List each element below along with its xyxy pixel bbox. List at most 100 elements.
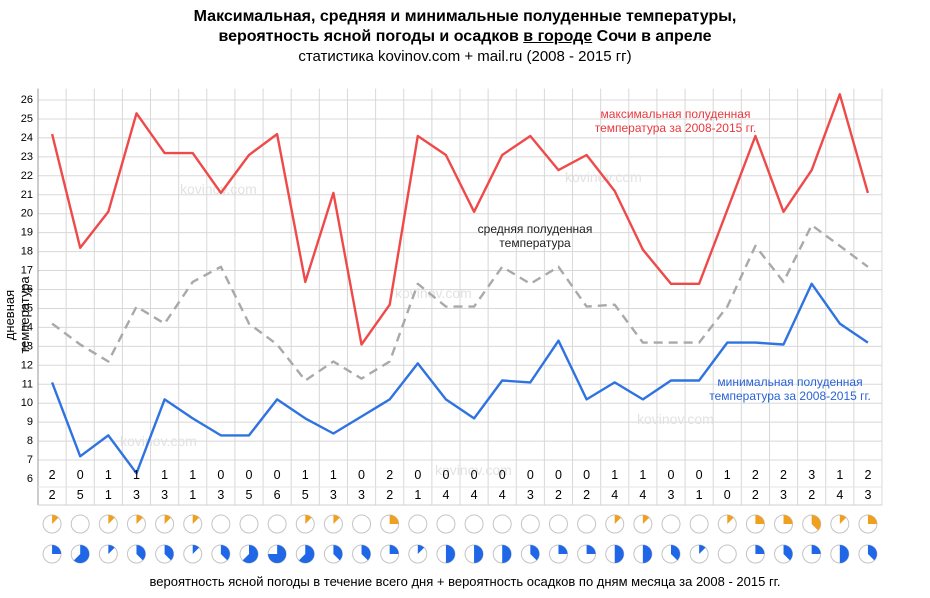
pie-slice [298, 545, 315, 564]
rain-probability-pie [774, 544, 794, 564]
pie-slice [73, 545, 90, 563]
row-top-value: 0 [358, 468, 365, 482]
avg-series-annotation: средняя полуденная температура [477, 222, 593, 250]
row-top-value: 0 [499, 468, 506, 482]
sun-probability-pie [830, 514, 850, 534]
pie-slice [727, 515, 734, 524]
pie-background [520, 514, 540, 534]
row-bottom-value: 4 [836, 488, 843, 502]
pie-slice [642, 545, 652, 563]
row-top-value: 0 [77, 468, 84, 482]
y-tick-label: 10 [21, 397, 33, 409]
pie-background [548, 514, 568, 534]
row-top-value: 1 [639, 468, 646, 482]
title-line2-prefix: вероятность ясной погоды и осадков [218, 28, 524, 45]
pie-slice [811, 545, 821, 554]
pie-slice [220, 545, 230, 561]
row-bottom-value: 3 [330, 488, 337, 502]
pie-background [70, 514, 90, 534]
row-top-value: 1 [105, 468, 112, 482]
row-bottom-value: 4 [442, 488, 449, 502]
row-top-value: 1 [161, 468, 168, 482]
footer-caption: вероятность ясной погоды в течение всего… [149, 574, 781, 589]
row-top-value: 0 [274, 468, 281, 482]
row-top-value: 1 [302, 468, 309, 482]
pie-slice [164, 515, 171, 524]
row-bottom-value: 4 [611, 488, 618, 502]
row-top-value: 0 [471, 468, 478, 482]
pie-slice [699, 545, 706, 554]
watermark-text: kovinov.com [435, 462, 512, 478]
y-tick-label: 11 [22, 378, 33, 390]
row-top-value: 0 [555, 468, 562, 482]
row-bottom-value: 3 [864, 488, 871, 502]
pie-slice [811, 515, 821, 531]
watermark-text: kovinov.com [395, 285, 472, 301]
sun-probability-pie [42, 514, 62, 534]
pie-slice [867, 545, 877, 561]
pie-slice [755, 545, 765, 554]
watermark-text: kovinov.com [637, 411, 714, 427]
y-tick-label: 8 [27, 435, 33, 447]
pie-background [492, 514, 512, 534]
pie-slice [108, 545, 115, 554]
sun-probability-pie [155, 514, 175, 534]
row-top-value: 0 [442, 468, 449, 482]
sun-probability-pie [183, 514, 203, 534]
rain-probability-pie [745, 544, 765, 564]
sun-probability-pie [323, 514, 343, 534]
rain-probability-pie [577, 544, 597, 564]
row-top-value: 0 [414, 468, 421, 482]
y-tick-label: 22 [21, 170, 33, 182]
pie-slice [783, 545, 793, 561]
min-series-annotation: минимальная полуденная температура за 20… [709, 375, 871, 403]
pie-slice [642, 515, 650, 524]
row-bottom-value: 5 [77, 488, 84, 502]
row-bottom-value: 2 [583, 488, 590, 502]
sun-probability-pie [295, 514, 315, 534]
y-tick-label: 18 [21, 246, 33, 258]
row-top-value: 0 [217, 468, 224, 482]
row-top-value: 0 [668, 468, 675, 482]
row-bottom-value: 6 [274, 488, 281, 502]
rain-probability-pie [605, 544, 625, 564]
y-tick-label: 21 [21, 189, 33, 201]
avg-temperature-line [51, 223, 869, 382]
pie-slice [333, 545, 343, 561]
sun-probability-pie [98, 514, 118, 534]
pie-background [661, 514, 681, 534]
sun-probability-pie [436, 514, 456, 534]
pie-slice [389, 515, 399, 524]
y-tick-label: 14 [21, 321, 33, 333]
y-tick-label: 12 [21, 359, 33, 371]
sun-probability-pie [745, 514, 765, 534]
row-top-value: 2 [864, 468, 871, 482]
row-bottom-value: 5 [302, 488, 309, 502]
pie-slice [586, 545, 596, 554]
rain-probability-pie [492, 544, 512, 564]
row-top-value: 1 [330, 468, 337, 482]
sun-probability-pie [858, 514, 878, 534]
pie-slice [839, 515, 847, 524]
min-temperature-line [50, 282, 869, 475]
pie-slice [52, 545, 62, 554]
row-bottom-value: 2 [49, 488, 56, 502]
pie-slice [417, 545, 425, 554]
pie-slice [192, 545, 200, 554]
row-bottom-value: 3 [527, 488, 534, 502]
row-bottom-value: 3 [668, 488, 675, 502]
row-top-value: 1 [133, 468, 140, 482]
rain-probability-pie [548, 544, 568, 564]
pie-slice [136, 545, 146, 561]
row-bottom-value: 1 [189, 488, 196, 502]
y-tick-label: 15 [21, 302, 33, 314]
sun-probability-pie [464, 514, 484, 534]
rain-probability-pie [211, 544, 231, 564]
rain-probability-pie [239, 544, 259, 564]
pie-background [267, 514, 287, 534]
pie-slice [671, 545, 680, 561]
rain-probability-pie [70, 544, 90, 564]
rain-probability-pie [633, 544, 653, 564]
rain-probability-pie [295, 544, 315, 564]
sun-probability-pie [352, 514, 372, 534]
